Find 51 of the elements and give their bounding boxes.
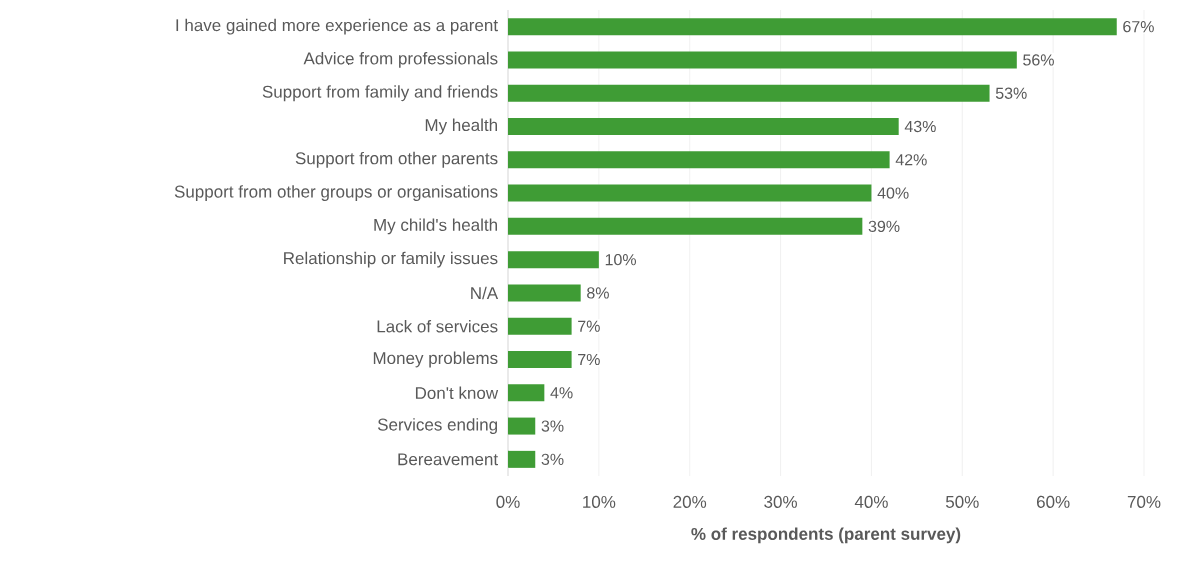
- bar: [508, 217, 863, 235]
- data-label: 42%: [895, 154, 927, 166]
- y-tick-label: Bereavement: [398, 453, 498, 466]
- x-tick-label: 20%: [673, 495, 707, 508]
- y-tick-label: Support from other groups or organisations: [174, 185, 498, 201]
- y-tick-label: Advice from professionals: [303, 52, 498, 68]
- bar: [508, 284, 581, 302]
- data-label: 7%: [578, 320, 600, 332]
- data-label: 39%: [868, 220, 900, 233]
- x-tick-label: 30%: [764, 495, 797, 508]
- y-tick-label: Support from family and friends: [262, 85, 498, 102]
- x-tick-label: 50%: [945, 495, 979, 508]
- data-label: 8%: [587, 287, 609, 299]
- bar: [508, 151, 890, 169]
- bar: [508, 84, 990, 102]
- data-label: 40%: [877, 187, 909, 199]
- data-label: 67%: [1123, 20, 1154, 33]
- bar: [508, 18, 1117, 36]
- y-tick-label: Relationship or family issues: [284, 251, 498, 268]
- bar: [508, 118, 899, 135]
- bar: [508, 384, 545, 402]
- data-label: 3%: [541, 420, 564, 432]
- bar: [508, 51, 1017, 69]
- x-axis-title: % of respondents (parent survey): [691, 527, 961, 544]
- data-label: 43%: [904, 120, 936, 133]
- data-label: 3%: [541, 453, 564, 466]
- y-tick-label: Services ending: [377, 418, 497, 434]
- bar: [508, 450, 536, 468]
- bar: [508, 251, 599, 269]
- bar: [508, 351, 572, 368]
- y-tick-label: Lack of services: [377, 319, 498, 333]
- y-tick-label: Support from other parents: [295, 151, 498, 168]
- bar: [508, 184, 872, 202]
- y-tick-label: N/A: [471, 286, 499, 300]
- data-label: 7%: [578, 353, 600, 366]
- y-tick-label: I have gained more experience as a parent: [176, 18, 498, 35]
- x-tick-label: 60%: [1036, 495, 1070, 508]
- data-label: 53%: [995, 87, 1027, 99]
- bar: [508, 317, 572, 335]
- y-tick-label: Don't know: [415, 386, 499, 400]
- x-tick-label: 40%: [854, 495, 888, 508]
- y-tick-label: My health: [425, 118, 497, 135]
- x-tick-label: 70%: [1127, 495, 1161, 508]
- x-tick-label: 10%: [583, 495, 616, 508]
- data-label: 56%: [1023, 54, 1054, 66]
- data-label: 10%: [605, 253, 637, 266]
- bar: [508, 417, 536, 435]
- x-tick-label: 0%: [496, 495, 520, 508]
- y-tick-label: Money problems: [373, 351, 498, 368]
- y-tick-label: My child's health: [374, 218, 497, 235]
- data-label: 4%: [550, 387, 573, 399]
